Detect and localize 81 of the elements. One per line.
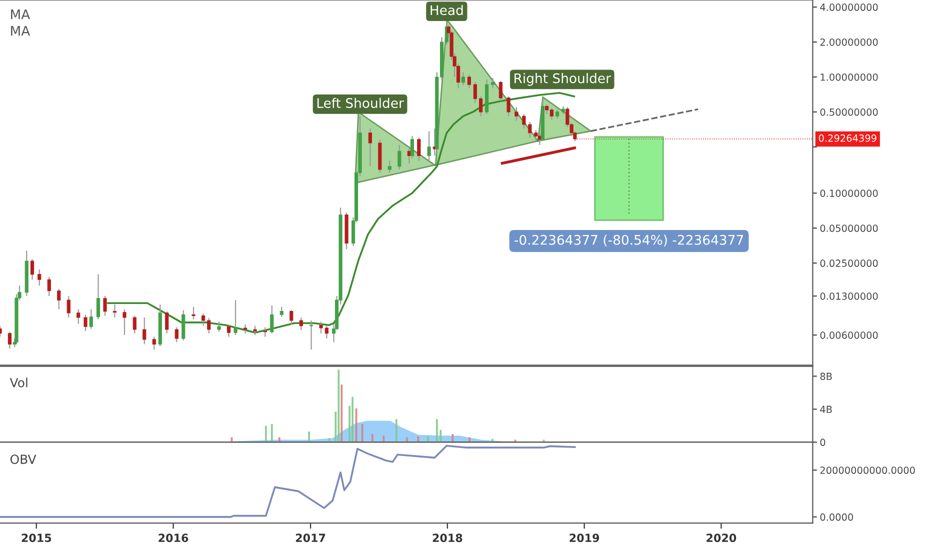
candlestick [8,331,12,349]
candlestick [467,74,471,89]
candlestick [182,310,186,341]
y-tick-label: 0.00600000 [820,332,878,339]
x-tick-label: 2015 [22,534,52,542]
candlestick [38,268,42,286]
text: Vol [10,378,28,388]
candlestick [47,276,51,297]
y-tick-label: 0 [820,438,826,446]
annotation: MA [11,26,30,36]
candlestick [506,96,510,117]
x-tick-label: 2019 [570,534,600,542]
candlestick [534,129,538,142]
candlestick [66,295,70,318]
candlestick [174,326,178,343]
y-tick-label: 8B [820,372,832,380]
y-tick-label: 0.10000000 [820,190,878,197]
candlestick [243,324,248,334]
candlestick [427,130,431,162]
candlestick [84,314,88,332]
candlestick [122,308,126,336]
candlestick [461,72,465,86]
candlestick [96,274,100,320]
candlestick [76,308,80,324]
x-tick-label: 2017 [296,534,326,542]
candlestick [290,310,294,326]
candlestick [388,160,392,174]
candlestick [270,304,274,334]
x-tick-label: 2016 [158,534,188,542]
candlestick [192,306,196,320]
y-tick-label: 4.00000000 [820,4,878,11]
candlestick [152,336,156,350]
candlestick [398,144,402,170]
y-tick-label: 0.0000 [820,513,854,521]
candlestick [103,295,107,316]
annotation: MA [11,10,30,20]
x-tick-label: 2018 [432,534,462,542]
candlestick [491,77,495,89]
candlestick [142,316,146,345]
y-tick-label: 0.01300000 [820,292,878,300]
candlestick [57,288,61,310]
candlestick [30,258,34,280]
annotation: Right Shoulder [514,73,611,86]
candlestick [528,121,532,138]
candlestick [514,106,518,122]
candlestick [498,80,502,102]
annotation: -0.22364377 (-80.54%) -22364377 [514,234,743,246]
annotation: Head [430,4,463,16]
y-tick-label: 4B [820,406,832,413]
annotation: Left Shoulder [317,98,404,108]
y-tick-label: 20000000000.0000 [820,466,915,474]
candlestick [479,96,483,117]
y-tick-label: 0.02500000 [820,260,878,267]
candlestick [299,316,303,331]
candlestick [324,325,328,340]
candlestick [132,315,136,334]
y-tick-label: 2.00000000 [820,38,878,46]
candlestick [226,324,231,338]
x-tick-label: 2020 [706,534,736,542]
candlestick [112,304,117,318]
candlestick [473,82,477,104]
candlestick [89,308,93,330]
candlestick [165,310,169,334]
candlestick [217,321,221,332]
candlestick [201,312,206,326]
candlestick [253,325,257,336]
candlestick [417,137,421,162]
y-tick-label: 1.00000000 [820,73,878,81]
candlestick [280,306,284,318]
text: OBV [10,454,36,464]
candlestick [319,321,323,334]
candlestick [556,108,560,119]
candlestick [207,318,211,334]
candlestick [234,300,238,336]
candlestick [368,128,372,167]
y-tick-label: 0.50000000 [820,108,878,116]
line-series [0,444,576,518]
candlestick [522,113,526,130]
y-tick-label: 0.05000000 [820,224,878,232]
candlestick [263,326,267,338]
annotation: 0.29264399 [818,134,876,142]
